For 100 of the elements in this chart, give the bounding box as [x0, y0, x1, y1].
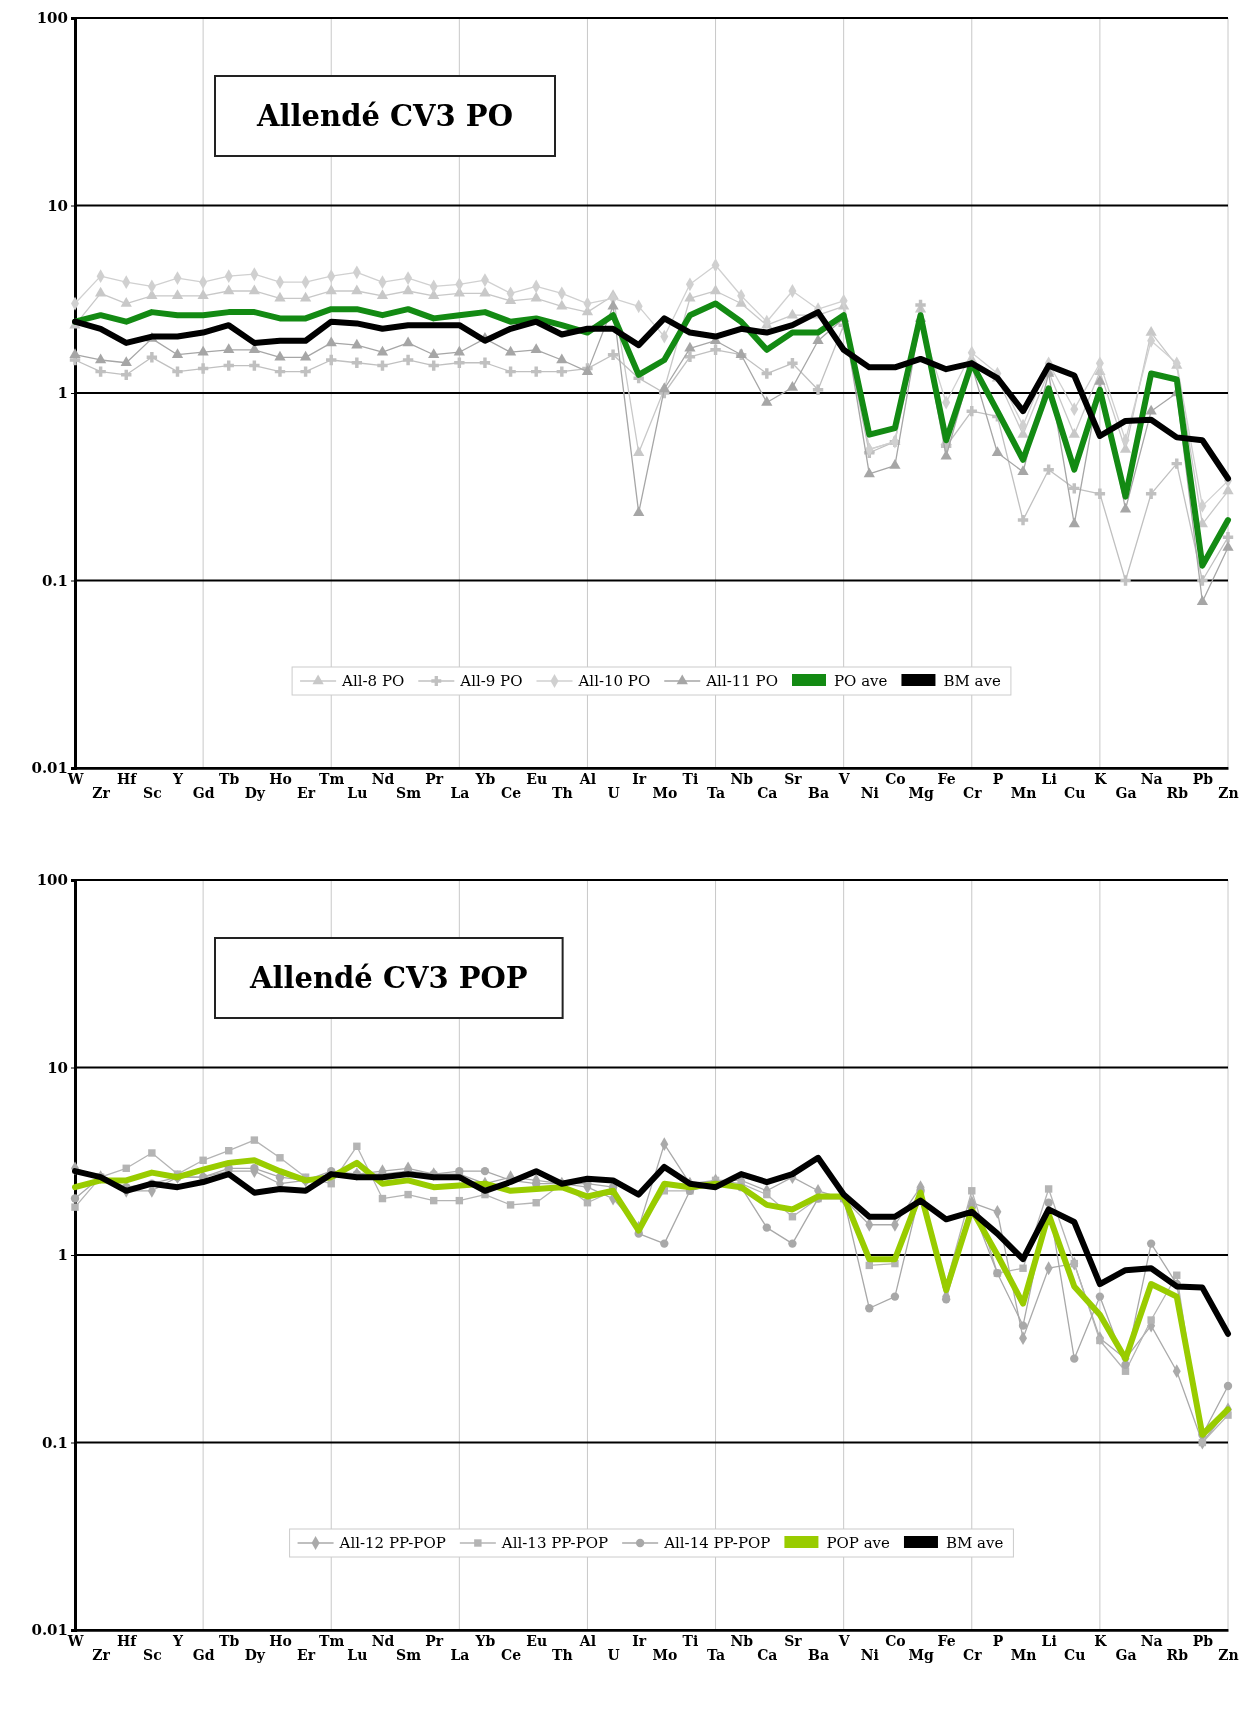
x-tick-label: Co: [885, 1632, 906, 1649]
x-tick-label: Zr: [92, 785, 111, 802]
x-tick-label: La: [450, 785, 470, 802]
x-tick-label: Nb: [730, 770, 754, 787]
x-tick-label: Cr: [963, 1647, 983, 1664]
legend-label: All-14 PP-POP: [663, 1534, 771, 1552]
x-tick-label: V: [837, 770, 851, 787]
x-tick-label: Rb: [1166, 1647, 1189, 1664]
x-tick-label: Ir: [632, 1632, 647, 1649]
x-tick-label: Ni: [860, 785, 879, 802]
text: Allendé CV3 PO: [256, 99, 513, 133]
x-tick-label: Hf: [117, 770, 138, 787]
y-tick-label: 100: [36, 9, 68, 28]
x-tick-label: Nd: [371, 770, 395, 787]
x-tick-label: U: [607, 785, 620, 802]
legend-label: BM ave: [943, 672, 1002, 690]
x-tick-label: Co: [885, 770, 906, 787]
x-tick-label: Nb: [730, 1632, 754, 1649]
x-tick-label: Rb: [1166, 785, 1189, 802]
x-tick-label: Ga: [1115, 785, 1137, 802]
x-tick-label: P: [992, 770, 1004, 787]
x-tick-label: Tm: [319, 770, 345, 787]
x-tick-label: Cu: [1064, 785, 1086, 802]
x-tick-label: Ta: [706, 1647, 726, 1664]
x-tick-label: Mg: [908, 785, 934, 802]
x-tick-label: Dy: [244, 785, 266, 802]
x-tick-label: Gd: [192, 1647, 215, 1664]
x-tick-label: La: [450, 1647, 470, 1664]
x-tick-label: Ho: [269, 770, 292, 787]
x-tick-label: Gd: [192, 785, 215, 802]
x-tick-label: Ni: [860, 1647, 879, 1664]
x-tick-label: Ho: [269, 1632, 292, 1649]
x-tick-label: Nd: [371, 1632, 395, 1649]
x-tick-label: Sm: [396, 785, 422, 802]
x-tick-label: Zr: [92, 1647, 111, 1664]
x-tick-label: Na: [1140, 1632, 1163, 1649]
x-tick-label: Lu: [347, 1647, 368, 1664]
y-tick-label: 1: [57, 1246, 68, 1265]
legend-label: All-11 PO: [705, 672, 778, 690]
x-tick-label: Sr: [784, 770, 803, 787]
y-tick-label: 0.1: [41, 571, 68, 590]
x-tick-label: Mo: [652, 785, 678, 802]
legend-label: All-9 PO: [459, 672, 523, 690]
x-tick-label: K: [1094, 1632, 1108, 1649]
x-tick-label: Zn: [1218, 785, 1239, 802]
x-tick-label: Al: [578, 1632, 597, 1649]
x-tick-label: Pr: [425, 1632, 444, 1649]
x-tick-label: Y: [171, 1632, 184, 1649]
legend-label: PO ave: [834, 672, 888, 690]
y-tick-label: 0.1: [41, 1433, 68, 1452]
x-tick-label: Pb: [1192, 1632, 1214, 1649]
x-tick-label: K: [1094, 770, 1108, 787]
y-tick-label: 0.01: [31, 759, 68, 778]
y-tick-label: 10: [47, 1058, 68, 1077]
text: Allendé CV3 POP: [249, 961, 528, 995]
x-tick-label: Fe: [937, 770, 956, 787]
x-tick-label: Zn: [1218, 1647, 1239, 1664]
x-tick-label: Sc: [143, 785, 162, 802]
x-tick-label: Eu: [526, 1632, 548, 1649]
x-tick-label: Th: [552, 1647, 573, 1664]
x-tick-label: Y: [171, 770, 184, 787]
x-tick-label: U: [607, 1647, 620, 1664]
x-tick-label: Ga: [1115, 1647, 1137, 1664]
x-tick-label: Fe: [937, 1632, 956, 1649]
y-tick-label: 1: [57, 384, 68, 403]
x-tick-label: Mn: [1010, 785, 1037, 802]
x-tick-label: V: [837, 1632, 851, 1649]
legend-label: All-12 PP-POP: [338, 1534, 446, 1552]
x-tick-label: Li: [1041, 1632, 1057, 1649]
x-tick-label: Ti: [682, 1632, 699, 1649]
x-tick-label: Ir: [632, 770, 647, 787]
y-tick-label: 0.01: [31, 1621, 68, 1640]
x-tick-label: Th: [552, 785, 573, 802]
y-tick-label: 100: [36, 871, 68, 890]
x-tick-label: Al: [578, 770, 597, 787]
x-tick-label: Li: [1041, 770, 1057, 787]
x-tick-label: Sc: [143, 1647, 162, 1664]
legend-label: All-10 PO: [577, 672, 651, 690]
x-tick-label: Hf: [117, 1632, 138, 1649]
x-tick-label: Yb: [474, 770, 496, 787]
x-tick-label: Ca: [757, 785, 778, 802]
x-tick-label: Ba: [808, 1647, 829, 1664]
x-tick-label: Mo: [652, 1647, 678, 1664]
x-tick-label: Mn: [1010, 1647, 1037, 1664]
x-tick-label: Pr: [425, 770, 444, 787]
legend-label: All-8 PO: [341, 672, 405, 690]
x-tick-label: Tb: [219, 770, 240, 787]
x-tick-label: W: [66, 1632, 84, 1649]
x-tick-label: Ce: [501, 785, 522, 802]
x-tick-label: Na: [1140, 770, 1163, 787]
x-tick-label: Pb: [1192, 770, 1214, 787]
x-tick-label: Mg: [908, 1647, 934, 1664]
x-tick-label: Cu: [1064, 1647, 1086, 1664]
x-tick-label: Tb: [219, 1632, 240, 1649]
x-tick-label: Eu: [526, 770, 548, 787]
legend-label: POP ave: [826, 1534, 891, 1552]
x-tick-label: Lu: [347, 785, 368, 802]
x-tick-label: Sm: [396, 1647, 422, 1664]
x-tick-label: Dy: [244, 1647, 266, 1664]
x-tick-label: Er: [297, 785, 316, 802]
